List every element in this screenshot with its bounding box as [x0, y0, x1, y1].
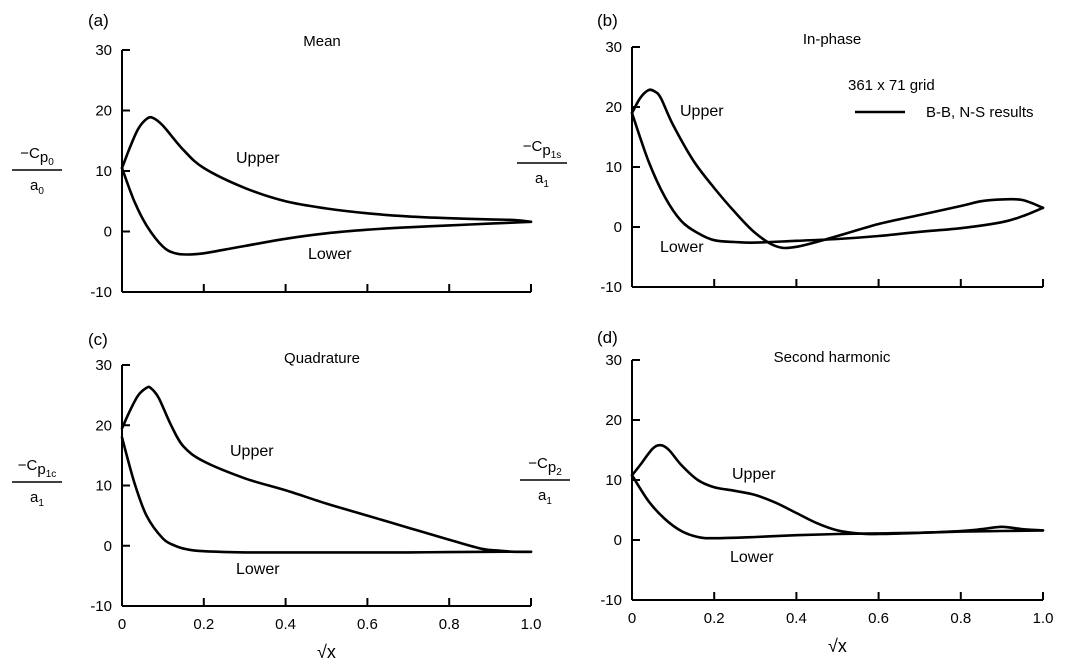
x-tick-label: 0.8	[439, 616, 460, 633]
x-tick-label: 0.6	[357, 616, 378, 633]
panel-c: 30 20 10 0 -10 0 0.2 0.4 0.6 0.8 1.0 √x (c) Quadratur…	[12, 330, 541, 662]
series-line-lower	[630, 111, 1045, 244]
panel-a: 30 20 10 0 -10 (a) Mean −Cp0 a0 Upper Lower	[12, 11, 533, 301]
y-tick-label: 0	[104, 224, 112, 241]
y-axis-label-numerator: −Cp2	[528, 455, 562, 478]
series-line-upper	[120, 115, 533, 224]
x-tick-label: 1.0	[1033, 610, 1054, 627]
y-tick-label: 20	[605, 412, 622, 429]
panel-d: 30 20 10 0 -10 0 0.2 0.4 0.6 0.8 1.0 √x (d) Second ha…	[520, 328, 1053, 656]
x-tick-label: 0.2	[704, 610, 725, 627]
curve-label-upper: Upper	[732, 466, 776, 483]
x-tick-label: 0.6	[868, 610, 889, 627]
y-tick-label: 30	[605, 352, 622, 369]
panel-b: 30 20 10 0 -10 (b) In-phase −Cp1s a1 Upper Lower 36…	[517, 11, 1045, 296]
x-tick-label: 1.0	[521, 616, 542, 633]
y-tick-label: 0	[614, 219, 622, 236]
x-tick-label: 0.4	[275, 616, 296, 633]
series-line-upper	[120, 385, 533, 554]
curve-label-upper: Upper	[230, 443, 274, 460]
series-line-lower	[120, 166, 533, 256]
y-tick-label: 10	[95, 478, 112, 495]
curve-label-upper: Upper	[236, 150, 280, 167]
curve-label-lower: Lower	[660, 239, 704, 256]
curve-label-lower: Lower	[308, 246, 352, 263]
panel-title: Quadrature	[284, 350, 360, 367]
y-axis-label-numerator: −Cp1c	[18, 457, 57, 480]
y-tick-label: -10	[90, 284, 112, 301]
y-axis-label-numerator: −Cp0	[20, 145, 54, 168]
y-tick-label: 20	[605, 99, 622, 116]
series-line-lower	[120, 436, 533, 554]
panel-title: In-phase	[803, 31, 861, 48]
panel-label: (a)	[88, 11, 109, 30]
curve-label-upper: Upper	[680, 103, 724, 120]
series-line-lower	[630, 473, 1045, 540]
y-axis-label-numerator: −Cp1s	[523, 138, 562, 161]
y-tick-label: -10	[90, 598, 112, 615]
x-tick-label: 0.8	[950, 610, 971, 627]
y-axis-label: −Cp1c a1	[12, 457, 62, 509]
y-tick-label: -10	[600, 279, 622, 296]
y-axis-label-denominator: a1	[535, 170, 549, 190]
x-tick-label: 0.2	[193, 616, 214, 633]
y-tick-label: 10	[605, 472, 622, 489]
y-tick-label: 10	[605, 159, 622, 176]
panel-label: (b)	[597, 11, 618, 30]
x-axis-label: √x	[828, 636, 847, 656]
y-tick-label: 10	[95, 163, 112, 180]
x-tick-label: 0	[628, 610, 636, 627]
y-tick-label: 30	[95, 42, 112, 59]
y-tick-label: 20	[95, 417, 112, 434]
y-tick-label: 30	[95, 357, 112, 374]
y-tick-label: 30	[605, 39, 622, 56]
y-axis-label-denominator: a1	[538, 487, 552, 507]
y-axis-label-denominator: a1	[30, 489, 44, 509]
y-axis-label-denominator: a0	[30, 177, 44, 197]
series-line-upper	[630, 88, 1045, 250]
legend: 361 x 71 grid B-B, N-S results	[848, 77, 1034, 121]
panel-label: (c)	[88, 330, 108, 349]
y-axis-label: −Cp1s a1	[517, 138, 567, 190]
panel-label: (d)	[597, 328, 618, 347]
series-line-upper	[630, 443, 1045, 536]
y-tick-label: 20	[95, 103, 112, 120]
y-axis-label: −Cp0 a0	[12, 145, 62, 197]
legend-entry: B-B, N-S results	[926, 104, 1034, 121]
x-tick-label: 0.4	[786, 610, 807, 627]
panel-title: Second harmonic	[774, 349, 891, 366]
x-tick-label: 0	[118, 616, 126, 633]
panel-title: Mean	[303, 33, 341, 50]
x-axis-label: √x	[317, 642, 336, 662]
curve-label-lower: Lower	[730, 549, 774, 566]
curve-label-lower: Lower	[236, 561, 280, 578]
legend-title: 361 x 71 grid	[848, 77, 935, 94]
y-tick-label: 0	[104, 538, 112, 555]
y-tick-label: 0	[614, 532, 622, 549]
y-tick-label: -10	[600, 592, 622, 609]
y-axis-label: −Cp2 a1	[520, 455, 570, 507]
